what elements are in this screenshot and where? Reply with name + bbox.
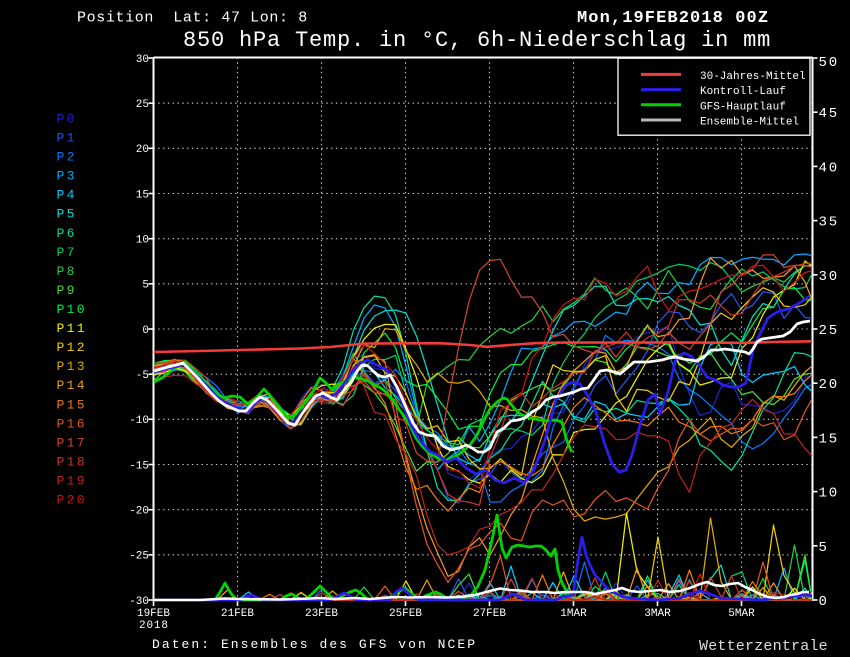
svg-text:15: 15 (136, 189, 149, 201)
svg-text:GFS-Hauptlauf: GFS-Hauptlauf (700, 101, 786, 113)
svg-text:P9: P9 (57, 283, 77, 298)
svg-text:Ensemble-Mittel: Ensemble-Mittel (700, 117, 799, 129)
svg-text:Daten: Ensembles des GFS von N: Daten: Ensembles des GFS von NCEP (152, 637, 477, 652)
svg-text:10: 10 (819, 486, 839, 502)
svg-text:0: 0 (142, 325, 149, 337)
svg-text:23FEB: 23FEB (305, 608, 338, 620)
svg-text:5: 5 (142, 280, 149, 292)
svg-text:25FEB: 25FEB (389, 608, 422, 620)
svg-text:P5: P5 (57, 207, 77, 222)
svg-text:P14: P14 (57, 378, 87, 393)
svg-text:P7: P7 (57, 245, 77, 260)
svg-text:P11: P11 (57, 321, 87, 336)
svg-text:15: 15 (819, 431, 839, 447)
svg-text:-10: -10 (129, 415, 149, 427)
svg-text:25: 25 (136, 99, 149, 111)
svg-text:P16: P16 (57, 416, 87, 431)
svg-text:P15: P15 (57, 397, 87, 412)
svg-text:1MAR: 1MAR (560, 608, 587, 620)
svg-text:P3: P3 (57, 169, 77, 184)
svg-text:P6: P6 (57, 226, 77, 241)
svg-text:P0: P0 (57, 111, 77, 126)
svg-text:P20: P20 (57, 493, 87, 508)
svg-text:P17: P17 (57, 435, 87, 450)
svg-text:25: 25 (819, 323, 839, 339)
svg-text:P19: P19 (57, 474, 87, 489)
svg-text:10: 10 (136, 235, 149, 247)
svg-text:3MAR: 3MAR (644, 608, 671, 620)
svg-text:30-Jahres-Mittel: 30-Jahres-Mittel (700, 71, 806, 83)
svg-text:40: 40 (819, 160, 839, 176)
svg-text:-25: -25 (129, 551, 149, 563)
svg-text:19FEB: 19FEB (137, 608, 170, 620)
svg-text:-15: -15 (129, 460, 149, 472)
svg-text:850 hPa Temp. in °C, 6h-Nieder: 850 hPa Temp. in °C, 6h-Niederschlag in … (183, 28, 771, 53)
svg-text:0: 0 (819, 594, 829, 610)
svg-text:P13: P13 (57, 359, 87, 374)
svg-text:P12: P12 (57, 340, 87, 355)
svg-text:20: 20 (819, 377, 839, 393)
svg-text:2018: 2018 (139, 620, 169, 632)
svg-text:P10: P10 (57, 302, 87, 317)
svg-text:-30: -30 (129, 596, 149, 608)
svg-text:P1: P1 (57, 131, 77, 146)
svg-text:50: 50 (819, 55, 839, 71)
svg-text:30: 30 (819, 269, 839, 285)
svg-text:21FEB: 21FEB (221, 608, 254, 620)
svg-text:P2: P2 (57, 150, 77, 165)
svg-text:45: 45 (819, 106, 839, 122)
svg-text:5MAR: 5MAR (728, 608, 755, 620)
svg-text:Position Lat: 47 Lon: 8: Position Lat: 47 Lon: 8 (77, 10, 308, 27)
svg-text:Kontroll-Lauf: Kontroll-Lauf (700, 86, 786, 98)
svg-text:P4: P4 (57, 188, 77, 203)
svg-text:30: 30 (136, 54, 149, 66)
svg-text:Wetterzentrale: Wetterzentrale (699, 638, 828, 655)
svg-text:5: 5 (819, 540, 829, 556)
svg-text:35: 35 (819, 215, 839, 231)
svg-text:P18: P18 (57, 455, 87, 470)
svg-text:27FEB: 27FEB (473, 608, 506, 620)
svg-text:20: 20 (136, 144, 149, 156)
svg-text:-20: -20 (129, 506, 149, 518)
svg-text:P8: P8 (57, 264, 77, 279)
svg-text:Mon,19FEB2018 00Z: Mon,19FEB2018 00Z (577, 9, 769, 28)
svg-text:-5: -5 (136, 370, 149, 382)
